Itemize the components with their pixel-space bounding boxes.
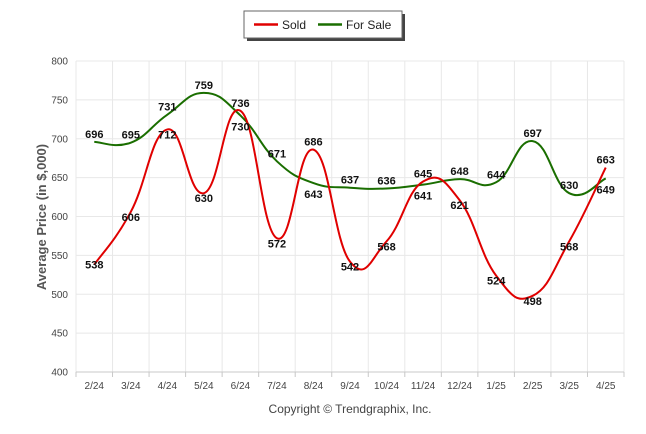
y-tick-label: 600 (51, 212, 68, 223)
y-tick-label: 700 (51, 134, 68, 145)
x-tick-label: 5/24 (194, 381, 214, 392)
data-labels: 696 695 731 759 730 671 643 637 636 641 648 644 697 6… (85, 80, 615, 308)
y-tick-label: 500 (51, 290, 68, 301)
data-label-for-sale: 643 (304, 189, 322, 201)
legend: Sold For Sale (243, 10, 405, 41)
series-line-for-sale (94, 91, 607, 197)
data-label-for-sale: 696 (85, 129, 103, 141)
data-label-sold: 538 (85, 260, 103, 272)
data-label-sold: 568 (560, 241, 578, 253)
x-tick-label: 7/24 (267, 381, 287, 392)
copyright-footer: Copyright © Trendgraphix, Inc. (269, 402, 432, 416)
x-tick-label: 3/25 (559, 381, 579, 392)
x-tick-label: 8/24 (304, 381, 324, 392)
data-label-for-sale: 759 (195, 80, 213, 92)
data-label-sold: 686 (304, 137, 322, 149)
data-label-for-sale: 671 (268, 148, 286, 160)
data-label-sold: 572 (268, 238, 286, 250)
x-tick-label: 2/24 (85, 381, 105, 392)
data-label-for-sale: 630 (560, 180, 578, 192)
data-label-for-sale: 641 (414, 191, 432, 203)
data-label-for-sale: 649 (597, 184, 615, 196)
y-tick-label: 800 (51, 57, 68, 68)
y-tick-label: 550 (51, 251, 68, 262)
data-label-sold: 606 (122, 212, 140, 224)
data-label-sold: 630 (195, 193, 213, 205)
y-axis-title: Average Price (in $,000) (34, 144, 49, 290)
data-label-for-sale: 695 (122, 130, 140, 142)
x-tick-label: 4/25 (596, 381, 616, 392)
x-tick-label: 2/25 (523, 381, 543, 392)
grid (75, 60, 625, 373)
y-tick-label: 400 (51, 368, 68, 379)
x-tick-label: 12/24 (447, 381, 472, 392)
x-tick-label: 6/24 (231, 381, 251, 392)
data-label-sold: 498 (523, 296, 541, 308)
data-label-sold: 712 (158, 129, 176, 141)
legend-label-sold: Sold (282, 18, 306, 32)
data-label-for-sale: 636 (377, 176, 395, 188)
x-tick-label: 4/24 (158, 381, 178, 392)
data-label-for-sale: 644 (487, 169, 506, 181)
data-label-sold: 621 (450, 200, 468, 212)
axes: 400 450 500 550 600 650 700 750 800 2/24 3/24 4/24 5… (51, 57, 625, 392)
data-label-sold: 663 (597, 155, 615, 167)
data-label-for-sale: 637 (341, 175, 359, 187)
y-tick-label: 750 (51, 95, 68, 106)
x-tick-label: 1/25 (486, 381, 506, 392)
data-label-for-sale: 697 (523, 128, 541, 140)
data-label-for-sale: 731 (158, 102, 176, 114)
y-tick-label: 650 (51, 173, 68, 184)
data-label-for-sale: 730 (231, 121, 249, 133)
data-label-for-sale: 648 (450, 166, 468, 178)
x-tick-label: 3/24 (121, 381, 141, 392)
series-line-sold (93, 109, 607, 300)
data-label-sold: 568 (377, 241, 395, 253)
x-tick-label: 10/24 (374, 381, 399, 392)
legend-label-for-sale: For Sale (346, 18, 392, 32)
series-lines (93, 91, 607, 300)
y-tick-label: 450 (51, 329, 68, 340)
x-tick-label: 9/24 (340, 381, 360, 392)
data-label-sold: 645 (414, 169, 432, 181)
data-label-sold: 736 (231, 98, 249, 110)
x-tick-label: 11/24 (411, 381, 436, 392)
data-label-sold: 542 (341, 262, 359, 274)
data-label-sold: 524 (487, 276, 506, 288)
